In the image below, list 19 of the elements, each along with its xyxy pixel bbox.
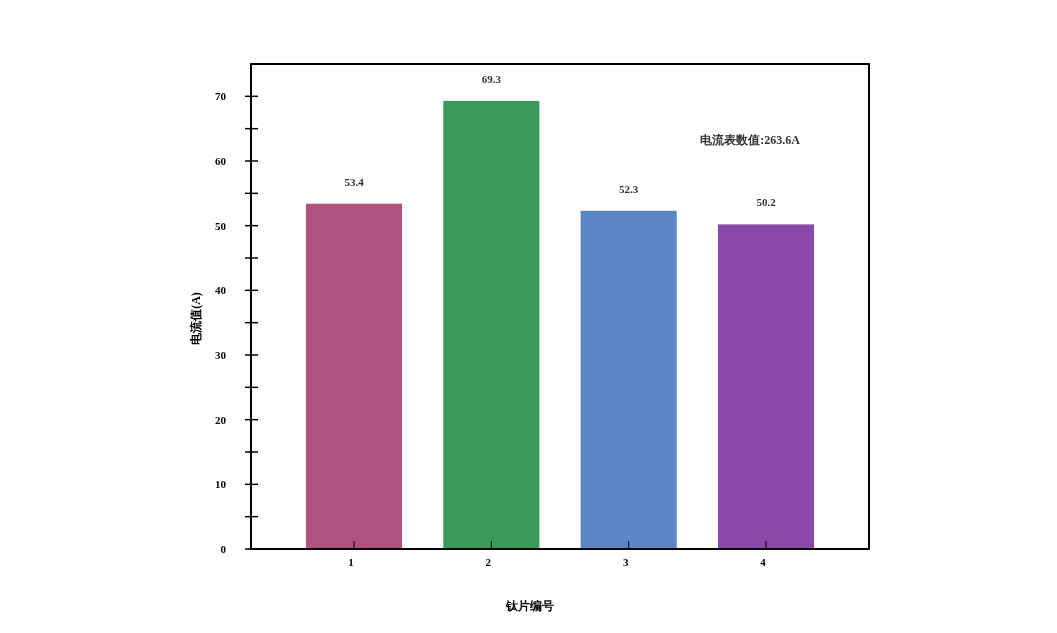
y-tick-label: 40 (215, 284, 227, 297)
x-tick-label: 2 (485, 556, 492, 568)
data-label: 69.3 (481, 72, 502, 85)
x-tick-label: 3 (622, 556, 629, 568)
y-tick-label: 0 (220, 543, 227, 555)
y-tick-label: 60 (215, 155, 227, 167)
y-tick-label: 30 (215, 349, 227, 361)
y-tick-label: 50 (215, 219, 227, 232)
data-label: 53.4 (344, 175, 365, 188)
data-label: 52.3 (619, 182, 639, 195)
data-label: 50.2 (756, 196, 777, 209)
x-axis-title: 钛片编号 (505, 599, 554, 613)
y-tick-label: 20 (215, 413, 227, 426)
y-axis-title: 电流值(A) (189, 292, 203, 345)
annotation: 电流表数值:263.6A (700, 133, 801, 147)
x-tick-label: 1 (348, 556, 354, 568)
y-tick-label: 10 (215, 478, 227, 491)
y-tick-label: 70 (215, 90, 227, 103)
x-tick-label: 4 (760, 556, 767, 568)
